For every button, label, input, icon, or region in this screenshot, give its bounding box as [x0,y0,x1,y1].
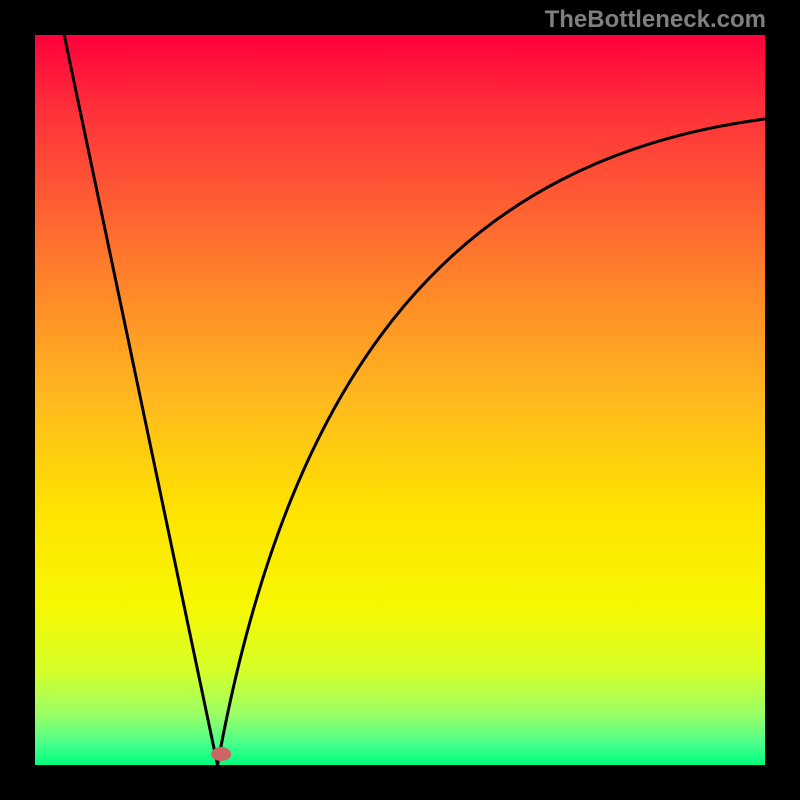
plot-background [35,35,765,765]
optimal-point-marker [211,747,231,761]
watermark-text: TheBottleneck.com [545,6,766,34]
plot-svg [0,0,800,800]
